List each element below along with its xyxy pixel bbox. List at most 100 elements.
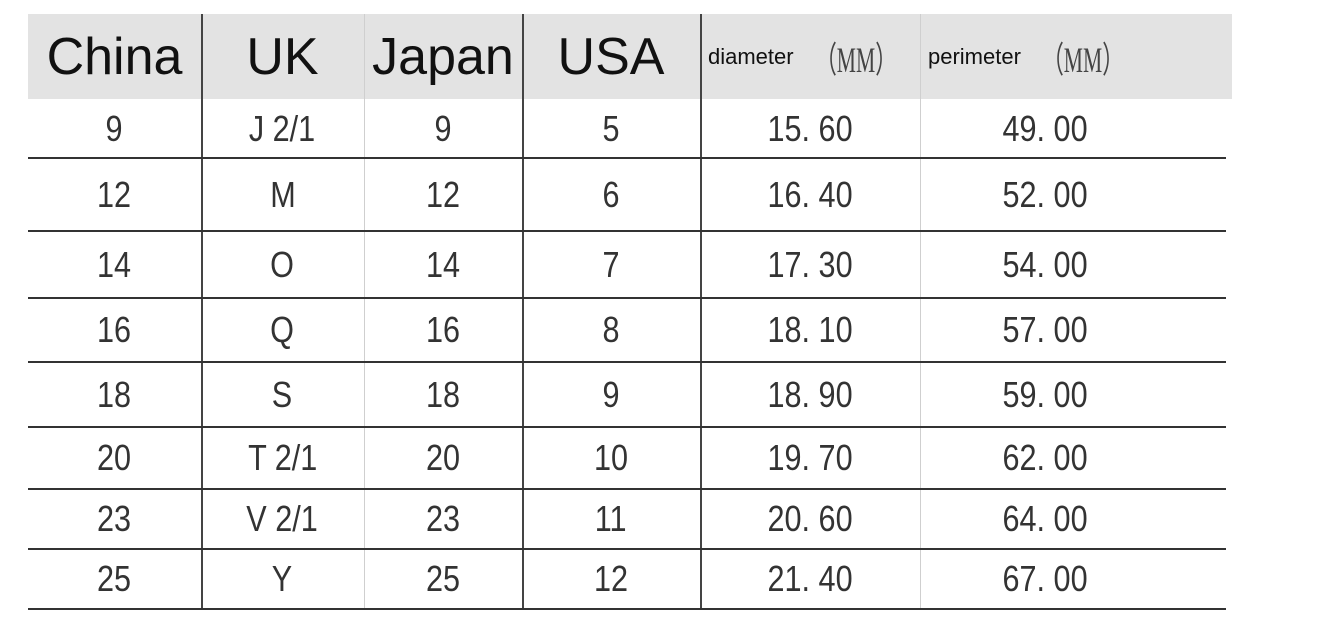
row-divider [28, 548, 1226, 550]
header-label: Japan [372, 27, 514, 86]
cell-value: 5 [602, 107, 620, 149]
cell-perimeter: 64. 00 [920, 489, 1170, 549]
cell-value: 62. 00 [1002, 437, 1088, 478]
cell-diameter: 15. 60 [700, 99, 920, 158]
cell-value: 7 [602, 243, 620, 285]
cell-value: 25 [97, 558, 132, 599]
cell-value: Q [270, 309, 295, 350]
column-divider [201, 14, 203, 609]
cell-china: 16 [28, 298, 201, 362]
row-divider [28, 297, 1226, 299]
cell-value: T 2/1 [247, 437, 318, 478]
cell-diameter: 19. 70 [700, 427, 920, 489]
cell-japan: 20 [364, 427, 522, 489]
row-divider [28, 426, 1226, 428]
cell-usa: 10 [522, 427, 700, 489]
cell-perimeter: 54. 00 [920, 231, 1170, 298]
cell-value: 23 [97, 498, 132, 539]
cell-usa: 6 [522, 158, 700, 231]
cell-value: 18. 90 [767, 373, 853, 415]
header-diameter: diameter （MM） [700, 14, 920, 99]
cell-china: 9 [28, 99, 201, 158]
cell-value: 52. 00 [1002, 173, 1088, 215]
row-divider [28, 361, 1226, 363]
cell-perimeter: 67. 00 [920, 549, 1170, 609]
cell-value: 21. 40 [767, 558, 853, 599]
header-usa: USA [522, 14, 700, 99]
cell-uk: J 2/1 [201, 99, 364, 158]
cell-value: 20 [425, 437, 461, 478]
cell-value: 6 [602, 173, 620, 215]
cell-uk: S [201, 362, 364, 427]
cell-value: 18 [425, 373, 461, 415]
cell-value: 9 [434, 107, 452, 149]
cell-value: 12 [97, 173, 132, 215]
cell-perimeter: 49. 00 [920, 99, 1170, 158]
header-perimeter: perimeter （MM） [920, 14, 1230, 99]
cell-usa: 7 [522, 231, 700, 298]
cell-uk: O [201, 231, 364, 298]
cell-diameter: 18. 10 [700, 298, 920, 362]
row-divider [28, 488, 1226, 490]
cell-value: O [270, 243, 295, 285]
cell-uk: M [201, 158, 364, 231]
cell-value: 16. 40 [767, 173, 853, 215]
cell-japan: 9 [364, 99, 522, 158]
unit-label: （MM） [1042, 39, 1124, 80]
cell-value: 17. 30 [767, 243, 853, 285]
row-divider [28, 608, 1226, 610]
cell-value: M [269, 173, 296, 215]
cell-value: V 2/1 [246, 498, 319, 539]
header-japan: Japan [364, 14, 522, 99]
cell-uk: V 2/1 [201, 489, 364, 549]
cell-japan: 18 [364, 362, 522, 427]
cell-value: 15. 60 [767, 107, 853, 149]
cell-value: 16 [97, 309, 132, 350]
cell-japan: 25 [364, 549, 522, 609]
cell-japan: 12 [364, 158, 522, 231]
cell-value: 10 [593, 437, 629, 478]
cell-usa: 9 [522, 362, 700, 427]
cell-value: 20. 60 [767, 498, 853, 539]
cell-value: 18. 10 [767, 309, 853, 350]
cell-value: J 2/1 [249, 107, 316, 149]
cell-value: 19. 70 [767, 437, 853, 478]
row-divider [28, 230, 1226, 232]
cell-value: 18 [97, 373, 132, 415]
cell-value: 57. 00 [1002, 309, 1088, 350]
cell-japan: 16 [364, 298, 522, 362]
column-divider [364, 14, 365, 609]
cell-value: S [272, 373, 293, 415]
cell-value: Y [272, 558, 293, 599]
cell-value: 12 [593, 558, 629, 599]
cell-china: 14 [28, 231, 201, 298]
row-divider [28, 157, 1226, 159]
cell-value: 67. 00 [1002, 558, 1088, 599]
cell-usa: 5 [522, 99, 700, 158]
header-label: China [46, 27, 183, 86]
cell-usa: 8 [522, 298, 700, 362]
header-label: diameter [708, 43, 794, 69]
header-uk: UK [201, 14, 364, 99]
header-china: China [28, 14, 201, 99]
cell-japan: 23 [364, 489, 522, 549]
cell-value: 23 [425, 498, 461, 539]
column-divider [700, 14, 702, 609]
cell-china: 18 [28, 362, 201, 427]
header-label: USA [557, 27, 665, 86]
header-label: perimeter [928, 43, 1021, 69]
cell-value: 9 [105, 107, 124, 149]
cell-japan: 14 [364, 231, 522, 298]
cell-value: 25 [425, 558, 461, 599]
cell-china: 23 [28, 489, 201, 549]
cell-value: 11 [595, 498, 627, 539]
cell-value: 49. 00 [1002, 107, 1088, 149]
header-label: UK [246, 27, 319, 86]
cell-perimeter: 52. 00 [920, 158, 1170, 231]
cell-value: 9 [602, 373, 620, 415]
column-divider [522, 14, 524, 609]
cell-value: 59. 00 [1002, 373, 1088, 415]
cell-value: 14 [97, 243, 132, 285]
cell-uk: Y [201, 549, 364, 609]
cell-value: 14 [425, 243, 461, 285]
